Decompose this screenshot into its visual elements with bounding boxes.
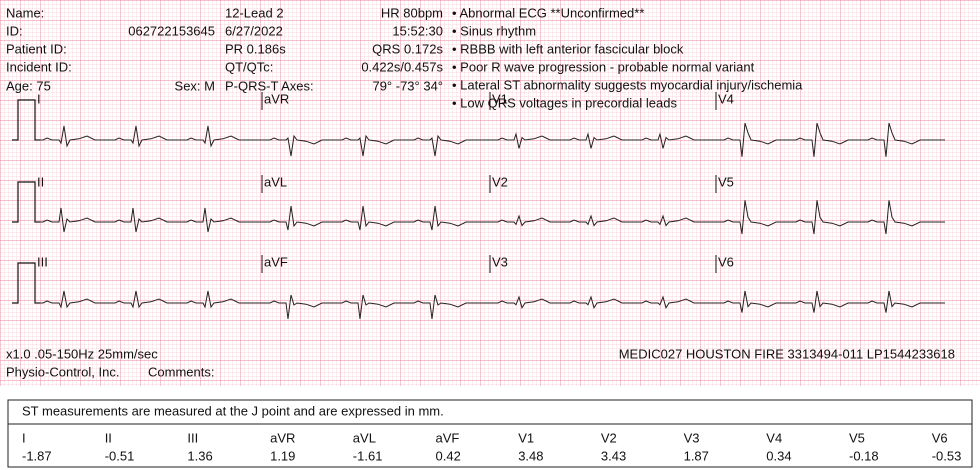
st-value: -0.18 (849, 448, 879, 463)
header-field: QT/QTc: (225, 59, 273, 74)
st-value: 0.34 (766, 448, 791, 463)
lead-label: V5 (718, 174, 734, 189)
ecg-trace (490, 214, 716, 227)
footer-text: x1.0 .05-150Hz 25mm/sec (6, 346, 158, 361)
st-value: -1.61 (353, 448, 383, 463)
st-lead: II (105, 430, 112, 445)
lead-label: III (37, 254, 48, 269)
ecg-trace (262, 205, 490, 231)
statement: • Sinus rhythm (452, 23, 536, 38)
header-field: P-QRS-T Axes: (225, 78, 314, 93)
st-lead: aVR (270, 430, 295, 445)
st-lead: aVL (353, 430, 376, 445)
st-lead: V4 (766, 430, 782, 445)
st-lead: III (187, 430, 198, 445)
header-label: Name: (6, 5, 44, 20)
header-value: QRS 0.172s (372, 41, 443, 56)
lead-label: V3 (492, 254, 508, 269)
header-field: PR 0.186s (225, 41, 286, 56)
ecg-trace (716, 290, 945, 313)
ecg-trace (262, 294, 490, 320)
st-value: -0.51 (105, 448, 135, 463)
lead-label: V6 (718, 254, 734, 269)
header-value: 0.422s/0.457s (361, 59, 443, 74)
ecg-trace (35, 125, 262, 148)
header-field: 6/27/2022 (225, 23, 283, 38)
st-value: 3.48 (518, 448, 543, 463)
ecg-trace (716, 200, 945, 235)
st-lead: V1 (518, 430, 534, 445)
st-table-box (7, 399, 973, 468)
footer-text: MEDIC027 HOUSTON FIRE 3313494-011 LP1544… (619, 346, 955, 361)
lead-label: aVR (264, 91, 289, 106)
footer-text: Physio-Control, Inc. (6, 364, 119, 379)
lead-label: V4 (718, 91, 734, 106)
st-value: -0.53 (932, 448, 962, 463)
lead-label: aVF (264, 254, 288, 269)
header-value: 062722153645 (128, 23, 215, 38)
st-lead: V6 (932, 430, 948, 445)
st-lead: V3 (684, 430, 700, 445)
statement: • Low QRS voltages in precordial leads (452, 95, 677, 110)
lead-label: V1 (492, 91, 508, 106)
statement: • Lateral ST abnormality suggests myocar… (452, 77, 803, 92)
st-value: -1.87 (22, 448, 52, 463)
header-label: ID: (6, 23, 23, 38)
statement: • Poor R wave progression - probable nor… (452, 59, 755, 74)
header-label: Age: 75 (6, 78, 51, 93)
lead-label: II (37, 174, 44, 189)
st-lead: aVF (436, 430, 460, 445)
st-value: 3.43 (601, 448, 626, 463)
lead-label: aVL (264, 174, 287, 189)
footer-text: Comments: (148, 364, 214, 379)
statement: • Abnormal ECG **Unconfirmed** (452, 5, 644, 20)
ecg-trace (35, 207, 262, 233)
ecg-trace (35, 290, 262, 309)
header-value: Sex: M (175, 78, 215, 93)
ecg-trace (490, 295, 716, 310)
statement: • RBBB with left anterior fascicular blo… (452, 41, 684, 56)
st-value: 1.36 (187, 448, 212, 463)
ecg-trace (716, 123, 945, 157)
header-field: 12-Lead 2 (225, 5, 284, 20)
st-value: 0.42 (436, 448, 461, 463)
st-lead: V5 (849, 430, 865, 445)
header-label: Patient ID: (6, 41, 67, 56)
st-lead: V2 (601, 430, 617, 445)
lead-label: V2 (492, 174, 508, 189)
st-value: 1.19 (270, 448, 295, 463)
header-label: Incident ID: (6, 59, 72, 74)
lead-label: I (37, 91, 41, 106)
st-note: ST measurements are measured at the J po… (22, 403, 444, 418)
header-value: 15:52:30 (392, 23, 443, 38)
st-value: 1.87 (684, 448, 709, 463)
ecg-trace (490, 132, 716, 149)
traces (12, 92, 945, 320)
header-value: HR 80bpm (381, 5, 443, 20)
ecg-trace (262, 134, 490, 157)
st-lead: I (22, 430, 26, 445)
header-value: 79° -73° 34° (372, 78, 443, 93)
